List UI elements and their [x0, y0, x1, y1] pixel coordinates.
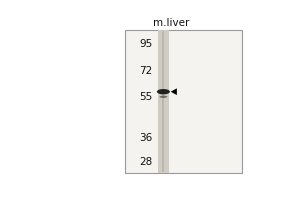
- Polygon shape: [171, 88, 177, 95]
- Ellipse shape: [157, 89, 170, 94]
- Text: 36: 36: [139, 133, 152, 143]
- Text: 72: 72: [139, 66, 152, 76]
- Text: 28: 28: [139, 157, 152, 167]
- Text: m.liver: m.liver: [153, 18, 189, 28]
- Bar: [125, 30, 242, 173]
- Bar: [38, 24, 125, 178]
- Text: 95: 95: [139, 39, 152, 49]
- Bar: [242, 24, 269, 178]
- Text: 55: 55: [139, 92, 152, 102]
- Ellipse shape: [159, 96, 167, 98]
- Bar: [158, 30, 169, 173]
